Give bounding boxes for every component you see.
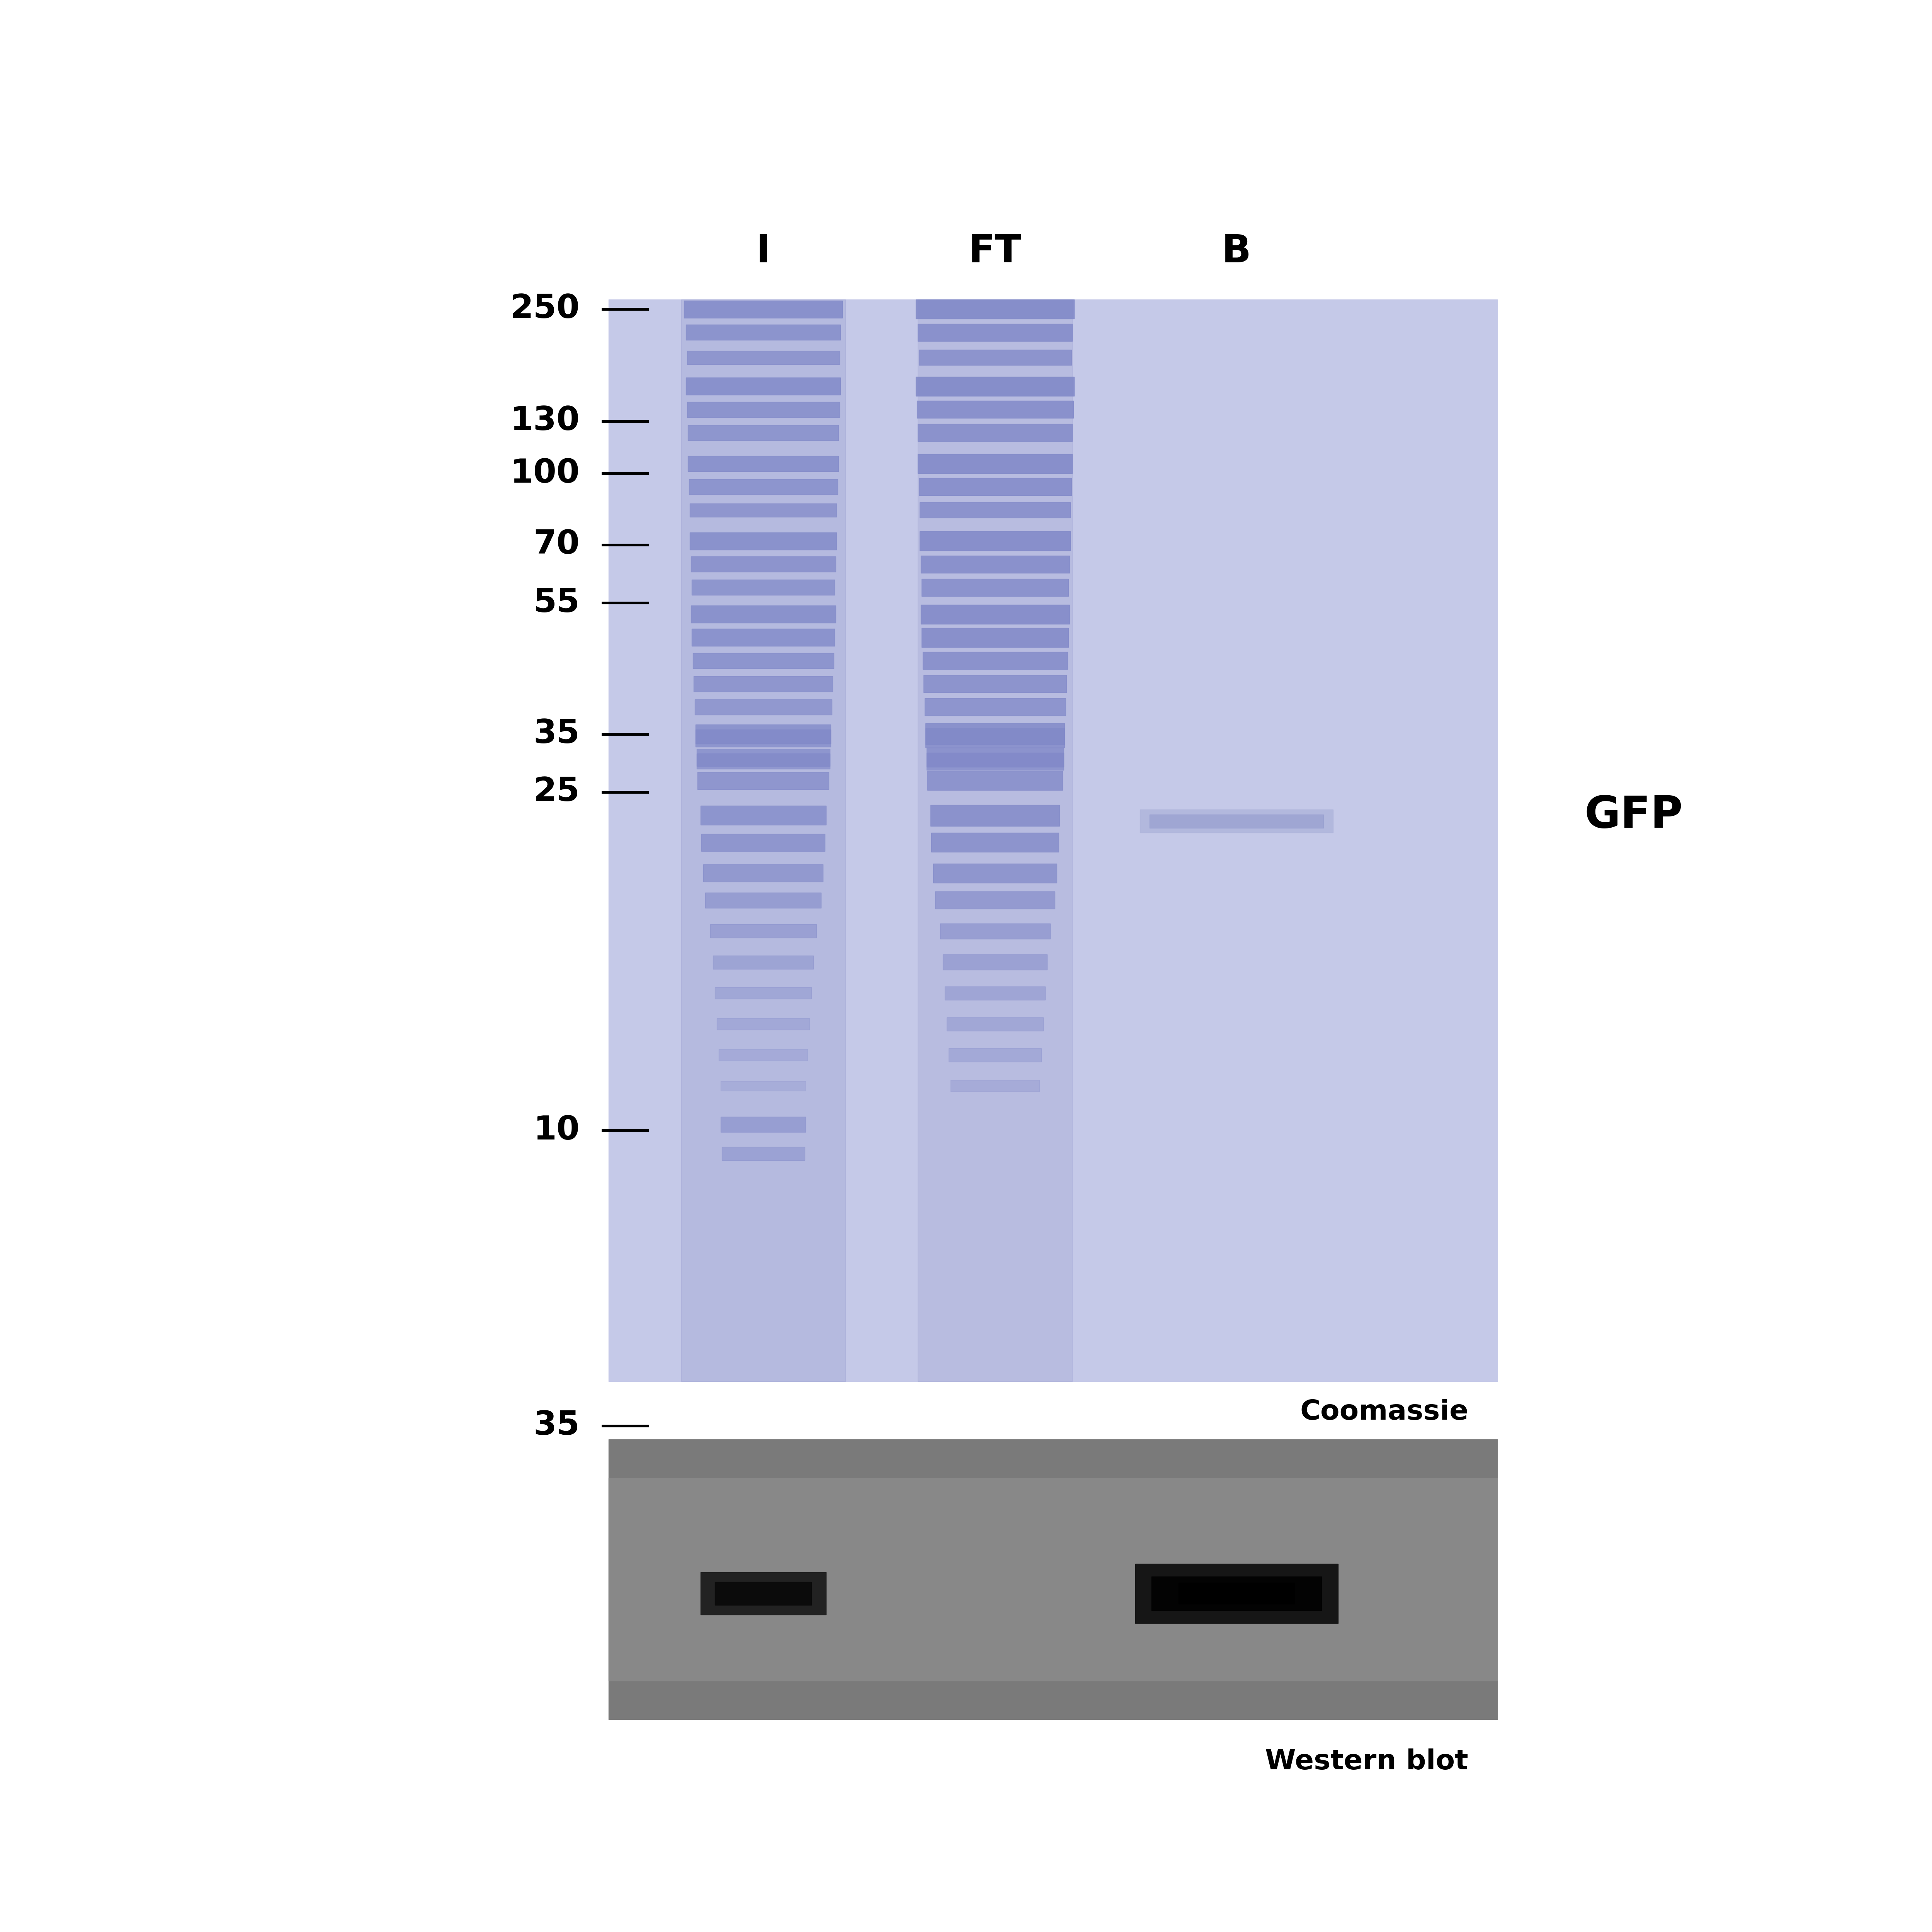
Bar: [920, 477, 1070, 495]
Bar: [609, 299, 1497, 1381]
Bar: [701, 835, 825, 850]
Bar: [609, 1478, 1497, 1681]
Bar: [692, 556, 837, 572]
Bar: [935, 891, 1055, 908]
Text: 10: 10: [533, 1115, 580, 1146]
Text: 70: 70: [533, 529, 580, 560]
Bar: [692, 628, 835, 645]
Bar: [686, 325, 840, 340]
Bar: [688, 402, 840, 417]
Bar: [688, 352, 840, 363]
Bar: [945, 985, 1045, 1001]
Bar: [688, 425, 838, 440]
Text: Western blot: Western blot: [1265, 1748, 1468, 1776]
Bar: [694, 653, 835, 668]
Bar: [916, 377, 1074, 396]
Bar: [943, 954, 1047, 970]
Bar: [916, 299, 1074, 319]
Bar: [925, 697, 1066, 715]
Bar: [686, 377, 840, 394]
Bar: [715, 987, 811, 999]
Bar: [721, 1117, 806, 1132]
Bar: [925, 723, 1065, 744]
Bar: [690, 502, 837, 516]
Bar: [723, 1146, 806, 1159]
Text: Coomassie: Coomassie: [1300, 1399, 1468, 1426]
Bar: [703, 864, 823, 881]
Bar: [696, 724, 831, 744]
Bar: [1150, 815, 1323, 827]
Bar: [927, 748, 1063, 767]
Bar: [711, 923, 817, 937]
Bar: [684, 299, 842, 317]
Bar: [918, 423, 1072, 440]
Text: 100: 100: [510, 458, 580, 489]
Bar: [920, 531, 1070, 551]
Text: 130: 130: [510, 406, 580, 437]
Bar: [713, 956, 813, 970]
Bar: [682, 299, 846, 1381]
Bar: [922, 628, 1068, 647]
Bar: [918, 454, 1072, 473]
Bar: [721, 1082, 806, 1090]
Bar: [927, 771, 1063, 790]
Bar: [947, 1016, 1043, 1032]
Bar: [927, 752, 1063, 769]
Bar: [1179, 1582, 1294, 1604]
Bar: [1140, 810, 1333, 833]
Text: I: I: [755, 234, 771, 270]
Bar: [923, 674, 1066, 692]
Text: 35: 35: [533, 1410, 580, 1441]
Bar: [609, 1439, 1497, 1719]
Text: GFP: GFP: [1584, 794, 1683, 837]
Bar: [922, 556, 1070, 572]
Bar: [949, 1047, 1041, 1063]
Bar: [918, 299, 1072, 1381]
Text: 250: 250: [510, 294, 580, 325]
Bar: [705, 893, 821, 908]
Bar: [918, 323, 1072, 340]
Bar: [692, 580, 835, 595]
Bar: [701, 1573, 827, 1615]
Text: FT: FT: [968, 234, 1022, 270]
Text: B: B: [1221, 234, 1252, 270]
Bar: [920, 350, 1070, 365]
Bar: [717, 1018, 810, 1030]
Bar: [1151, 1577, 1321, 1611]
Bar: [918, 400, 1074, 417]
Bar: [688, 456, 838, 471]
Bar: [923, 651, 1066, 668]
Text: 25: 25: [533, 777, 580, 808]
Bar: [920, 502, 1070, 518]
Bar: [922, 580, 1068, 595]
Bar: [696, 699, 833, 715]
Bar: [690, 531, 837, 549]
Bar: [1136, 1563, 1337, 1623]
Text: 35: 35: [533, 719, 580, 750]
Bar: [933, 864, 1057, 883]
Bar: [697, 771, 829, 788]
Bar: [925, 728, 1065, 748]
Bar: [941, 923, 1051, 939]
Bar: [697, 748, 831, 765]
Bar: [692, 605, 837, 622]
Bar: [690, 479, 838, 495]
Bar: [951, 1080, 1039, 1092]
Text: 55: 55: [533, 587, 580, 618]
Bar: [697, 753, 831, 769]
Bar: [931, 804, 1059, 827]
Bar: [719, 1049, 808, 1061]
Bar: [701, 806, 827, 825]
Bar: [696, 728, 831, 746]
Bar: [715, 1582, 811, 1605]
Bar: [922, 605, 1070, 624]
Bar: [694, 676, 833, 692]
Bar: [931, 833, 1059, 852]
